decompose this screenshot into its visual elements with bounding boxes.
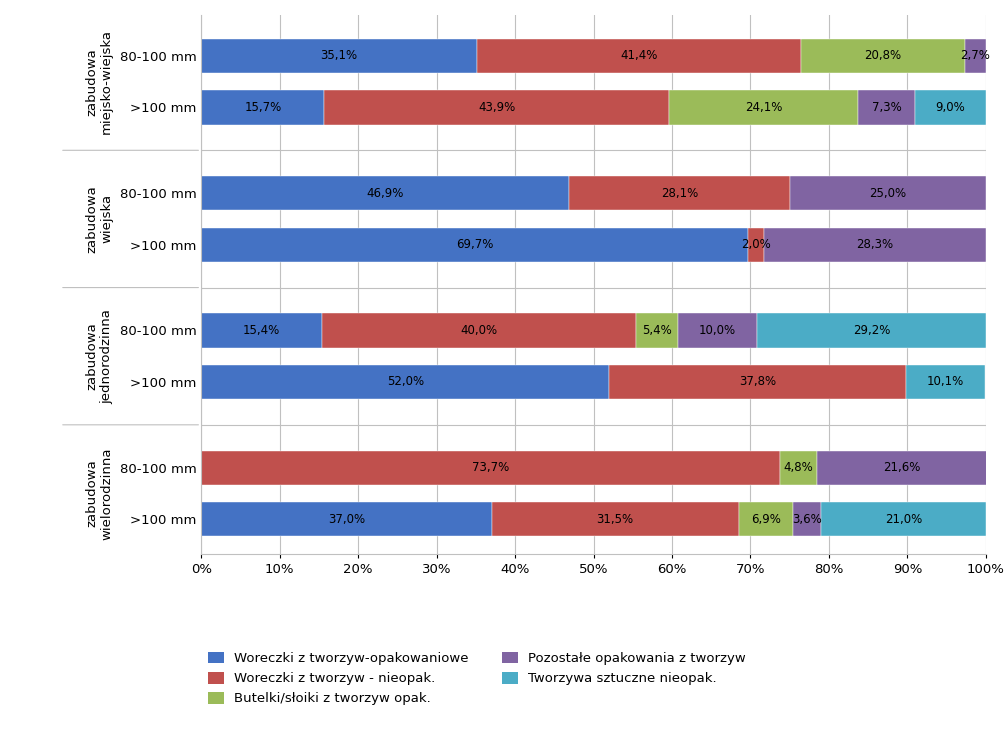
Text: 31,5%: 31,5% [597,513,634,525]
Bar [802,39,965,73]
Text: zabudowa
miejsko-wiejska: zabudowa miejsko-wiejska [86,30,114,134]
Bar [678,314,757,348]
Bar [201,39,477,73]
Bar [793,502,821,537]
Text: 15,7%: 15,7% [244,101,282,114]
Text: 52,0%: 52,0% [386,376,424,388]
Bar [201,227,748,262]
Bar [790,176,986,210]
Text: 5,4%: 5,4% [642,324,672,337]
Bar [858,90,915,125]
Text: 2,0%: 2,0% [741,238,771,251]
Bar [569,176,790,210]
Text: zabudowa
wiejska: zabudowa wiejska [86,185,114,253]
Text: 10,0%: 10,0% [699,324,736,337]
Text: 28,3%: 28,3% [856,238,893,251]
Bar [492,502,738,537]
Text: 37,8%: 37,8% [739,376,776,388]
Bar [477,39,802,73]
Bar [738,502,793,537]
Text: 21,6%: 21,6% [883,461,920,475]
Text: 25,0%: 25,0% [869,187,906,200]
Bar [669,90,858,125]
Legend: Woreczki z tworzyw-opakowaniowe, Woreczki z tworzyw - nieopak., Butelki/słoiki z: Woreczki z tworzyw-opakowaniowe, Woreczk… [208,652,745,705]
Bar [201,365,610,399]
Bar [780,451,817,485]
Text: 21,0%: 21,0% [885,513,923,525]
Bar [201,314,322,348]
Text: zabudowa
wielorodzinna: zabudowa wielorodzinna [86,447,114,539]
Text: 10,1%: 10,1% [927,376,964,388]
Text: 6,9%: 6,9% [750,513,781,525]
Bar [965,39,986,73]
Text: 24,1%: 24,1% [744,101,782,114]
Text: 73,7%: 73,7% [472,461,509,475]
Bar [748,227,764,262]
Text: 29,2%: 29,2% [853,324,890,337]
Bar [201,451,780,485]
Bar [201,502,492,537]
Bar [764,227,986,262]
Text: 9,0%: 9,0% [936,101,966,114]
Bar [636,314,678,348]
Bar [610,365,905,399]
Text: 41,4%: 41,4% [621,49,658,63]
Bar [757,314,986,348]
Text: 40,0%: 40,0% [461,324,498,337]
Bar [324,90,669,125]
Text: 28,1%: 28,1% [661,187,698,200]
Text: 2,7%: 2,7% [961,49,990,63]
Text: 46,9%: 46,9% [366,187,403,200]
Text: 15,4%: 15,4% [243,324,281,337]
Text: 4,8%: 4,8% [784,461,813,475]
Text: 43,9%: 43,9% [478,101,515,114]
Bar [201,90,324,125]
Bar [905,365,985,399]
Bar [322,314,636,348]
Bar [915,90,986,125]
Bar [201,176,569,210]
Bar [821,502,986,537]
Text: zabudowa
jednorodzinna: zabudowa jednorodzinna [86,308,114,404]
Text: 3,6%: 3,6% [792,513,822,525]
Text: 20,8%: 20,8% [864,49,901,63]
Text: 7,3%: 7,3% [872,101,901,114]
Text: 69,7%: 69,7% [456,238,493,251]
Bar [817,451,987,485]
Text: 35,1%: 35,1% [320,49,357,63]
Text: 37,0%: 37,0% [328,513,365,525]
